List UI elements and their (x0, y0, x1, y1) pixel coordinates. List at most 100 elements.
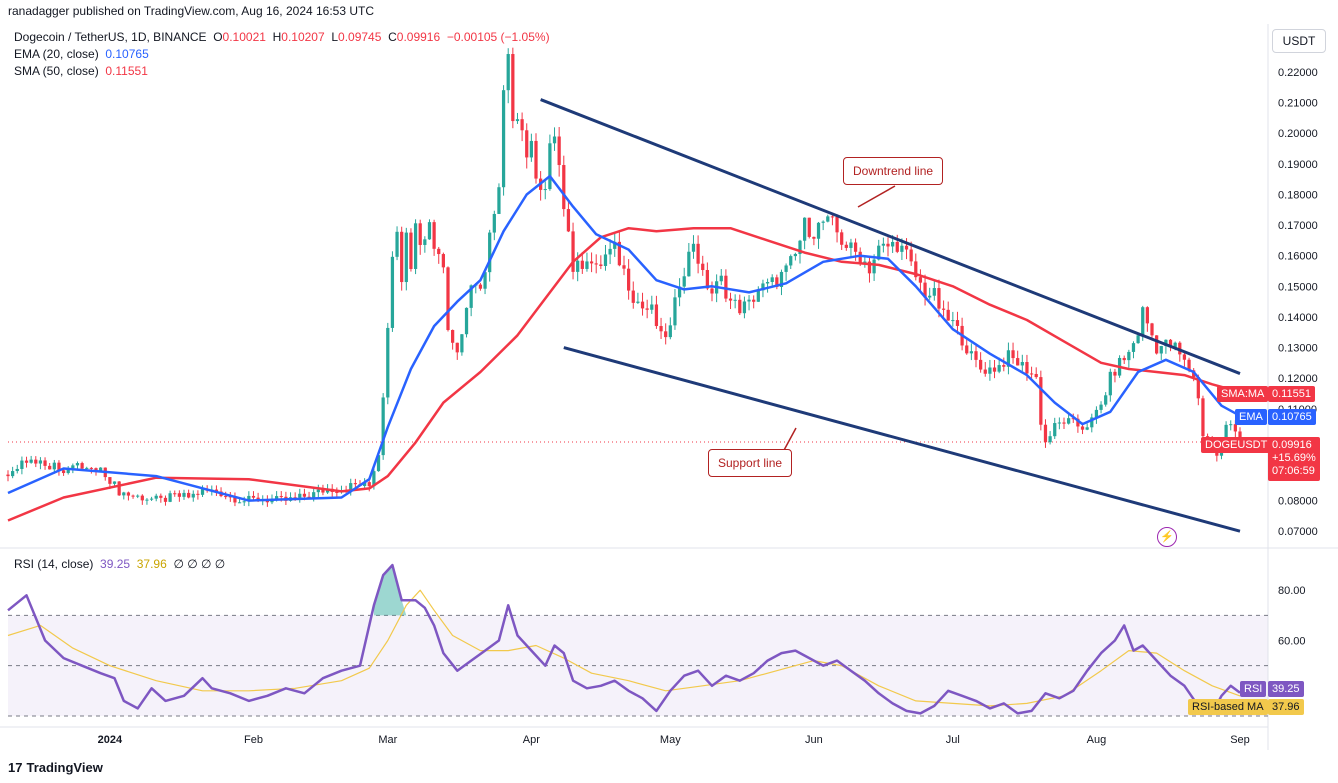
candle-body (233, 496, 237, 503)
candle-body (752, 299, 756, 302)
candle-body (733, 299, 737, 301)
candle-body (557, 136, 561, 166)
candle-body (941, 308, 946, 310)
candle-body (437, 248, 441, 255)
tradingview-logo[interactable]: 17 TradingView (8, 760, 103, 775)
candle-body (469, 285, 473, 308)
rsi-legend-label: RSI (14, close) (14, 557, 94, 571)
symbol-name[interactable]: Dogecoin / TetherUS, 1D, BINANCE (14, 30, 207, 44)
candle-body (349, 483, 353, 491)
ema-legend[interactable]: EMA (20, close) 0.10765 (14, 47, 149, 61)
candle-body (242, 501, 246, 503)
candle-body (627, 268, 631, 291)
candle-body (6, 474, 10, 477)
candle-body (784, 265, 788, 272)
sma-legend-label: SMA (50, close) (14, 64, 99, 78)
candle-body (844, 244, 848, 248)
sma-legend[interactable]: SMA (50, close) 0.11551 (14, 64, 148, 78)
candle-body (826, 216, 830, 222)
candle-body (1029, 373, 1034, 375)
candle-body (335, 491, 339, 493)
candle-body (918, 277, 923, 283)
candle-body (441, 254, 445, 268)
candle-body (525, 130, 529, 158)
candle-body (24, 460, 29, 463)
candle-body (705, 270, 709, 289)
candle-body (742, 301, 747, 314)
tradingview-mark-icon: 17 (8, 760, 23, 775)
downtrend-callout-pointer (857, 185, 896, 208)
time-axis-tick: Jun (805, 734, 823, 746)
candle-body (460, 334, 464, 353)
candle-body (728, 298, 733, 301)
candle-body (511, 54, 515, 122)
candle-body (1168, 339, 1173, 348)
candle-body (747, 299, 751, 302)
time-axis-tick: Aug (1087, 734, 1107, 746)
lightning-icon[interactable]: ⚡ (1157, 527, 1177, 547)
time-axis-tick: Jul (946, 734, 960, 746)
ema-legend-value: 0.10765 (105, 47, 149, 61)
candle-body (168, 493, 172, 502)
candle-body (858, 251, 862, 263)
candle-body (515, 119, 520, 122)
candle-body (891, 241, 895, 247)
sma50-line (7, 226, 1241, 522)
candle-body (390, 256, 395, 328)
candle-body (1104, 395, 1108, 405)
rsi-legend[interactable]: RSI (14, close) 39.25 37.96 ∅ ∅ ∅ ∅ (14, 557, 225, 571)
candle-body (840, 232, 844, 245)
time-axis-tick: May (660, 734, 681, 746)
candle-body (668, 325, 672, 338)
candle-body (765, 281, 770, 284)
rsima-tag-label: RSI-based MA (1188, 699, 1268, 715)
candle-body (816, 222, 821, 239)
rsima-tag: 37.96 (1268, 699, 1304, 715)
candle-body (307, 496, 311, 498)
candle-body (1233, 424, 1237, 432)
support-callout[interactable]: Support line (708, 449, 793, 477)
candle-body (173, 493, 177, 495)
bar-countdown: 07:06:59 (1272, 465, 1315, 477)
candle-body (122, 492, 126, 496)
candle-body (1141, 307, 1145, 336)
candle-body (599, 264, 603, 266)
candle-body (951, 320, 955, 322)
rsi-axis-tick: 60.00 (1278, 636, 1306, 648)
candle-body (617, 241, 621, 266)
time-axis-tick: Sep (1230, 734, 1250, 746)
candle-body (71, 465, 75, 469)
candle-body (483, 272, 487, 289)
ema-legend-label: EMA (20, close) (14, 47, 99, 61)
candle-body (75, 463, 80, 466)
candle-body (1085, 427, 1089, 430)
candle-body (1113, 371, 1117, 376)
candle-body (432, 222, 436, 249)
rsi-ma-legend-value: 37.96 (136, 557, 167, 571)
downtrend-callout[interactable]: Downtrend line (843, 157, 944, 185)
candle-body (687, 251, 691, 277)
candle-body (979, 359, 983, 370)
ohlc-open-value: 0.10021 (222, 30, 266, 44)
candle-body (909, 249, 913, 262)
last-change-pct: +15.69% (1272, 452, 1316, 464)
candle-body (316, 489, 320, 493)
currency-button[interactable]: USDT (1272, 29, 1326, 53)
candle-body (946, 309, 950, 321)
support-callout-pointer (782, 427, 797, 453)
candle-body (187, 492, 191, 498)
candle-body (413, 223, 418, 269)
candle-body (372, 471, 376, 487)
candle-body (895, 241, 899, 252)
candle-body (497, 187, 501, 214)
rsi-band (8, 615, 1268, 716)
price-axis-tick: 0.17000 (1278, 220, 1318, 232)
candle-body (177, 493, 181, 497)
candle-body (279, 496, 283, 498)
candle-body (381, 397, 385, 456)
candle-body (997, 365, 1001, 372)
ohlc-high-value: 0.10207 (281, 30, 325, 44)
candle-body (719, 275, 723, 282)
candle-body (1122, 357, 1126, 361)
